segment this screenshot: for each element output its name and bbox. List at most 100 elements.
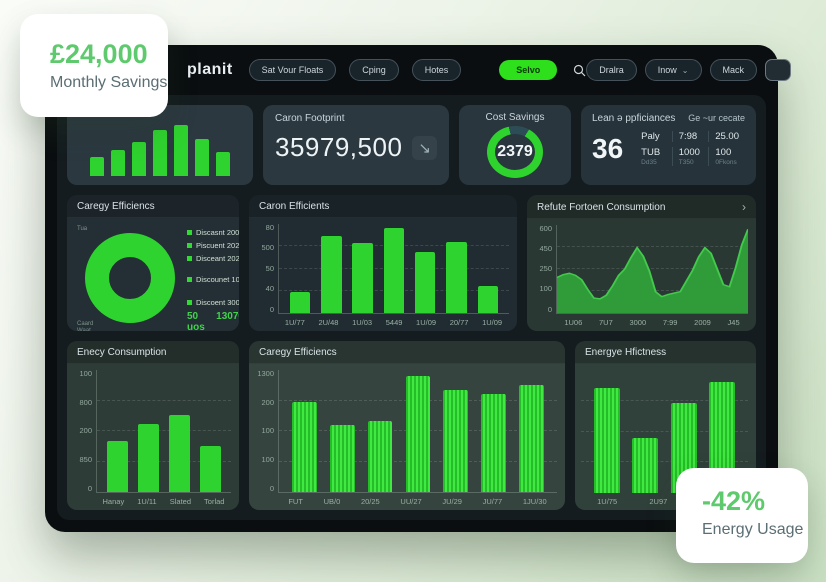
legend-item: Piscuent 202 xyxy=(187,241,239,250)
cost-savings-card: Cost Savings 2379 xyxy=(459,105,571,185)
cell-subvalue: Dd35 xyxy=(641,159,657,166)
table-cell: TUB Dd35 xyxy=(635,147,672,166)
appliances-header: Lean ə ppficiances Ge ~ur cecate xyxy=(592,113,745,124)
card-title: Cost Savings xyxy=(485,112,545,123)
x-tick-label: 1JU/30 xyxy=(522,497,547,506)
appliances-count: 36 xyxy=(592,132,624,164)
energy-usage-badge: -42% Energy Usage xyxy=(676,468,808,563)
donut-chart xyxy=(85,233,175,323)
trend-down-icon: ↘ xyxy=(412,135,437,160)
x-axis: Hanay 1U/11 Slated Torlad xyxy=(96,493,231,506)
plot-wrap: 1U/77 2U/48 1U/03 5449 1U/09 20/77 1U/09 xyxy=(278,224,509,327)
search-icon[interactable] xyxy=(573,64,586,77)
nav-dropdown-inow[interactable]: Inow ⌄ xyxy=(644,59,702,81)
nav-right-group: Dralra Inow ⌄ Mack xyxy=(586,59,792,81)
nav-button-sat-vour-floats[interactable]: Sat Vour Floats xyxy=(248,59,337,81)
legend-bullet xyxy=(187,243,192,248)
nav-button-mack[interactable]: Mack xyxy=(709,59,758,81)
legend-bullet xyxy=(187,277,192,282)
bar xyxy=(481,394,506,492)
x-tick-label: UB/0 xyxy=(323,497,341,506)
nav-center-group: Selvo xyxy=(499,60,586,80)
x-tick-label: JU/29 xyxy=(442,497,462,506)
x-tick-label: Hanay xyxy=(102,497,125,506)
y-tick-label: 500 xyxy=(261,243,274,253)
x-axis: FUT UB/0 20/25 UU/27 JU/29 JU/77 1JU/30 xyxy=(278,493,557,506)
y-tick-label: 0 xyxy=(547,304,552,314)
y-tick-label: 80 xyxy=(265,223,274,232)
microphone-icon[interactable] xyxy=(765,59,792,81)
x-axis: 1U/77 2U/48 1U/03 5449 1U/09 20/77 1U/09 xyxy=(278,314,509,327)
bar xyxy=(383,228,405,313)
nav-button-dralra[interactable]: Dralra xyxy=(586,59,637,81)
consumption-area-card: Refute Fortoen Consumption › 600 450 250 10… xyxy=(527,195,756,331)
bar xyxy=(367,421,393,492)
card-header: Caregy Efficiencs xyxy=(249,341,565,364)
area-chart-plot xyxy=(556,225,748,314)
carbon-value-row: 35979,500 ↘ xyxy=(275,132,437,163)
charts-row-middle: Caregy Efficiencs Tua Caard Waat Discasn… xyxy=(67,195,756,331)
bar xyxy=(138,423,159,492)
bar xyxy=(405,376,431,492)
table-row: TUB Dd35 1000 T350 100 0Fkons xyxy=(635,147,745,166)
card-header: Caron Efficients xyxy=(249,195,517,218)
x-tick-label: Slated xyxy=(169,497,192,506)
card-title: Energye Hfictness xyxy=(585,347,667,358)
bar xyxy=(200,445,221,492)
dashboard-panel: planit Sat Vour Floats Cping Hotes Selvo… xyxy=(45,45,792,532)
x-axis: 1U06 7U7 3000 7:99 2009 J45 xyxy=(556,314,748,327)
energy-efficiency-donut-card: Caregy Efficiencs Tua Caard Waat Discasn… xyxy=(67,195,239,331)
y-axis: 80 500 50 40 0 xyxy=(255,224,278,327)
primary-action-button[interactable]: Selvo xyxy=(499,60,558,80)
table-cell: 25.00 xyxy=(708,131,745,142)
x-tick-label: 1U06 xyxy=(564,318,583,327)
nav-button-hotes[interactable]: Hotes xyxy=(411,59,462,81)
donut-footer-left: 50 uos xyxy=(187,311,205,331)
legend-label: Discounet 100 xyxy=(196,275,239,284)
legend-label: Discoent 300 xyxy=(196,298,239,307)
navbar: planit Sat Vour Floats Cping Hotes Selvo… xyxy=(45,45,792,95)
legend-item: Discounet 100 xyxy=(187,275,239,284)
cell-subvalue: T350 xyxy=(678,159,694,166)
savings-value: £24,000 xyxy=(50,39,148,69)
bar xyxy=(632,437,659,493)
chevron-right-icon[interactable]: › xyxy=(742,200,746,214)
bar xyxy=(174,124,188,176)
bar xyxy=(195,138,209,176)
legend-bullet xyxy=(187,300,192,305)
bar-chart-plot xyxy=(278,224,509,314)
y-tick-label: 850 xyxy=(79,454,92,464)
cell-value: TUB xyxy=(641,147,661,158)
x-tick-label: 20/77 xyxy=(449,318,469,327)
legend-item: Disceant 202 xyxy=(187,254,239,263)
y-tick-label: 0 xyxy=(269,304,274,314)
monthly-savings-badge: £24,000 Monthly Savings xyxy=(20,14,168,117)
bar xyxy=(132,141,146,176)
bar xyxy=(519,384,544,492)
carbon-footprint-card: Caron Footprint 35979,500 ↘ xyxy=(263,105,449,185)
card-header: Enecy Consumption xyxy=(67,341,239,364)
bars-group xyxy=(279,370,557,492)
mini-bar-chart xyxy=(83,114,237,176)
x-tick-label: 7:99 xyxy=(662,318,678,327)
card-title: Enecy Consumption xyxy=(77,347,167,358)
donut-legend: Discasnt 200 Piscuent 202 Disceant 202 Disc… xyxy=(181,224,239,331)
energy-consumption-bar-card: Enecy Consumption 100 800 200 850 0 Hanay 1U/… xyxy=(67,341,239,510)
y-tick-label: 40 xyxy=(265,284,274,294)
card-header: Energye Hfictness xyxy=(575,341,756,364)
nav-dropdown-label: Inow xyxy=(657,65,677,75)
y-tick-label: 600 xyxy=(539,224,552,233)
y-tick-label: 200 xyxy=(79,426,92,436)
gridline xyxy=(581,399,748,401)
legend-item: Discoent 300 xyxy=(187,298,239,307)
bars-group xyxy=(83,114,237,176)
gauge-value: 2379 xyxy=(497,143,533,160)
appliances-table: Paly 7:98 25.00 TUB Dd35 1000 T350 100 0Fko… xyxy=(635,131,745,166)
bar xyxy=(90,157,104,176)
y-tick-label: 100 xyxy=(79,369,92,378)
x-tick-label: 1U/03 xyxy=(352,318,373,327)
bar xyxy=(107,440,128,492)
nav-button-cping[interactable]: Cping xyxy=(349,59,399,81)
table-cell: 1000 T350 xyxy=(671,147,709,166)
x-tick-label: 5449 xyxy=(385,318,403,327)
